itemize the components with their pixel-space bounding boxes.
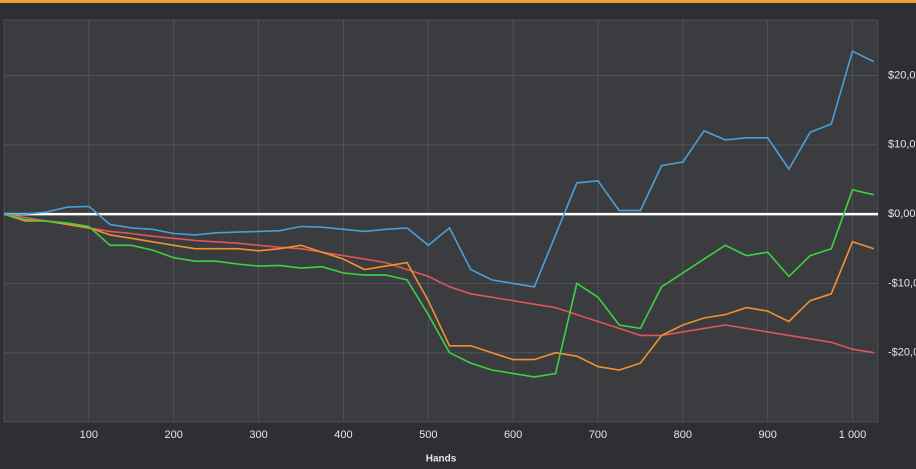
x-tick-label: 700 bbox=[589, 429, 607, 441]
y-tick-label: $0,00 bbox=[888, 208, 916, 220]
x-tick-label: 1 000 bbox=[839, 429, 867, 441]
top-bar bbox=[0, 0, 916, 3]
series-line bbox=[3, 188, 874, 378]
x-tick-label: 500 bbox=[419, 429, 437, 441]
x-tick-label: 400 bbox=[334, 429, 352, 441]
series-line bbox=[3, 213, 875, 371]
series-line bbox=[3, 213, 874, 354]
series-line bbox=[4, 50, 875, 288]
x-axis-label: Hands bbox=[426, 454, 457, 465]
y-tick-label: -$10,0 bbox=[888, 277, 916, 289]
x-tick-label: 200 bbox=[165, 429, 183, 441]
x-tick-label: 300 bbox=[249, 429, 267, 441]
y-tick-label: -$20,0 bbox=[888, 347, 916, 359]
y-tick-label: $10,0 bbox=[888, 139, 916, 151]
x-tick-label: 800 bbox=[674, 429, 692, 441]
y-tick-label: $20,0 bbox=[888, 69, 916, 81]
plot-area bbox=[3, 19, 879, 423]
x-tick-label: 100 bbox=[80, 429, 98, 441]
x-tick-label: 900 bbox=[759, 429, 777, 441]
x-tick-label: 600 bbox=[504, 429, 522, 441]
